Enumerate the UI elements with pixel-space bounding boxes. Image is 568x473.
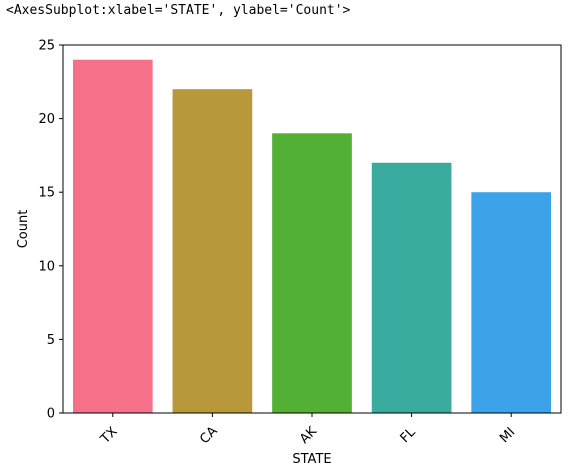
x-axis: TX CA AK FL MI xyxy=(97,413,518,447)
x-tick-label: MI xyxy=(497,425,518,446)
bar-ak xyxy=(272,133,352,413)
bar-tx xyxy=(72,59,153,413)
y-tick-label: 10 xyxy=(38,259,55,274)
y-axis-label: Count xyxy=(16,210,31,249)
bar-ca xyxy=(172,89,253,413)
y-axis: 0 5 10 15 20 25 xyxy=(38,39,63,422)
y-tick-label: 15 xyxy=(38,186,55,201)
x-tick-label: FL xyxy=(398,424,420,446)
x-tick-label: TX xyxy=(97,424,120,447)
x-tick-label: CA xyxy=(197,424,220,447)
output-repr-text: <AxesSubplot:xlabel='STATE', ylabel='Cou… xyxy=(6,3,351,18)
y-tick-label: 20 xyxy=(38,112,55,127)
y-tick-label: 0 xyxy=(47,407,55,422)
x-axis-label: STATE xyxy=(292,452,331,467)
bar-fl xyxy=(371,162,452,413)
x-tick-label: AK xyxy=(297,424,320,447)
y-tick-label: 5 xyxy=(47,333,55,348)
plot-frame xyxy=(62,44,562,414)
y-tick-label: 25 xyxy=(38,39,55,54)
bar-mi xyxy=(471,192,552,413)
bars-group xyxy=(72,59,552,413)
